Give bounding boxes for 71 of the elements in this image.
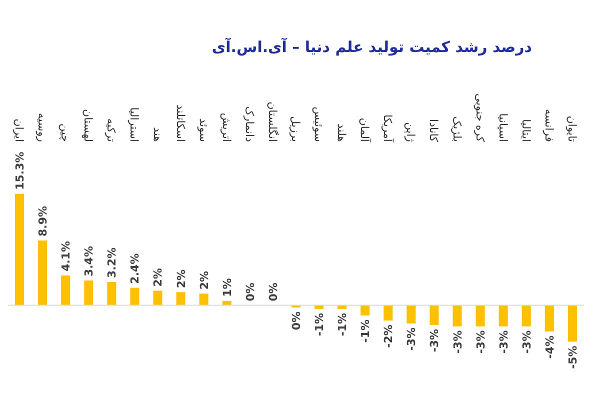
- bar: [498, 305, 508, 326]
- x-tick-label: کانادا: [427, 119, 440, 143]
- bar: [38, 240, 48, 306]
- data-label: -2%: [382, 324, 396, 348]
- bar: [107, 282, 116, 306]
- bar: [222, 300, 232, 306]
- x-tick-label: هلند: [335, 123, 348, 142]
- data-label: -1%: [336, 312, 350, 336]
- x-tick-label: اسکاتلند: [174, 104, 187, 142]
- data-label: 0%: [266, 282, 280, 302]
- x-tick-label: تایوان: [565, 116, 578, 142]
- bar: [360, 305, 370, 316]
- x-tick-label: اسپانیا: [496, 113, 510, 142]
- x-tick-label: استرالیا: [128, 107, 141, 142]
- data-label: -1%: [313, 312, 326, 336]
- data-label: 0%: [244, 282, 257, 302]
- x-tick-label: ترکیه: [104, 118, 118, 142]
- data-label: 3.4%: [82, 246, 96, 277]
- x-tick-label: آلمان: [358, 118, 372, 143]
- x-tick-label: دانمارک: [242, 106, 256, 142]
- bar: [130, 288, 140, 306]
- bar: [384, 305, 393, 321]
- bar: [61, 275, 70, 306]
- data-label: 1%: [220, 278, 234, 297]
- data-label: -3%: [497, 330, 510, 354]
- x-tick-label: روسیه: [36, 112, 49, 142]
- x-tick-label: ژاپن: [404, 122, 418, 142]
- data-label: 2%: [174, 269, 188, 288]
- chart-title: درصد رشد کمیت تولید علم دنیا – آی.اس.آی: [212, 38, 532, 56]
- data-label: 15.3%: [14, 152, 26, 190]
- data-label: 3.2%: [106, 247, 119, 278]
- bar: [84, 280, 94, 306]
- x-tick-label: بلژیک: [450, 116, 464, 142]
- bar: [406, 305, 416, 324]
- bar: [452, 305, 462, 326]
- x-tick-label: ایتالیا: [519, 119, 532, 142]
- x-tick-label: سوئیس: [312, 106, 326, 142]
- x-tick-label: آمریکا: [381, 114, 396, 143]
- data-label: 2%: [198, 270, 211, 290]
- bar: [199, 294, 208, 306]
- data-label: -3%: [451, 330, 464, 354]
- x-tick-label: فرانسه: [542, 108, 556, 142]
- bar: [430, 305, 439, 325]
- data-label: -5%: [566, 346, 580, 369]
- data-label: 2%: [152, 268, 165, 287]
- data-label: 4.1%: [60, 240, 73, 272]
- x-tick-label: سوئد: [196, 118, 210, 142]
- data-label: 8.9%: [36, 206, 50, 236]
- x-tick-label: هند: [150, 127, 164, 142]
- data-label: -3%: [520, 330, 534, 354]
- x-tick-label: انگلستان: [266, 102, 279, 142]
- x-tick-label: کره جنوبی: [473, 93, 486, 143]
- x-tick-label: اتریش: [220, 112, 233, 142]
- x-tick-label: لهستان: [82, 109, 95, 142]
- bar: [15, 194, 24, 306]
- data-label: -3%: [428, 328, 442, 352]
- data-label: 0%: [290, 311, 303, 330]
- bar: [522, 305, 531, 326]
- data-label: -3%: [405, 327, 418, 351]
- data-label: 2.4%: [128, 253, 142, 284]
- data-label: -3%: [474, 330, 488, 354]
- bar: [568, 305, 577, 342]
- bar: [176, 292, 186, 306]
- x-tick-label: ایران: [12, 118, 26, 142]
- x-tick-label: چین: [58, 124, 72, 142]
- bar: [153, 290, 162, 306]
- x-tick-label: برزیل: [289, 116, 302, 142]
- bar: [544, 305, 554, 332]
- data-label: -1%: [359, 319, 372, 343]
- data-label: -4%: [543, 335, 556, 359]
- bar: [476, 305, 485, 326]
